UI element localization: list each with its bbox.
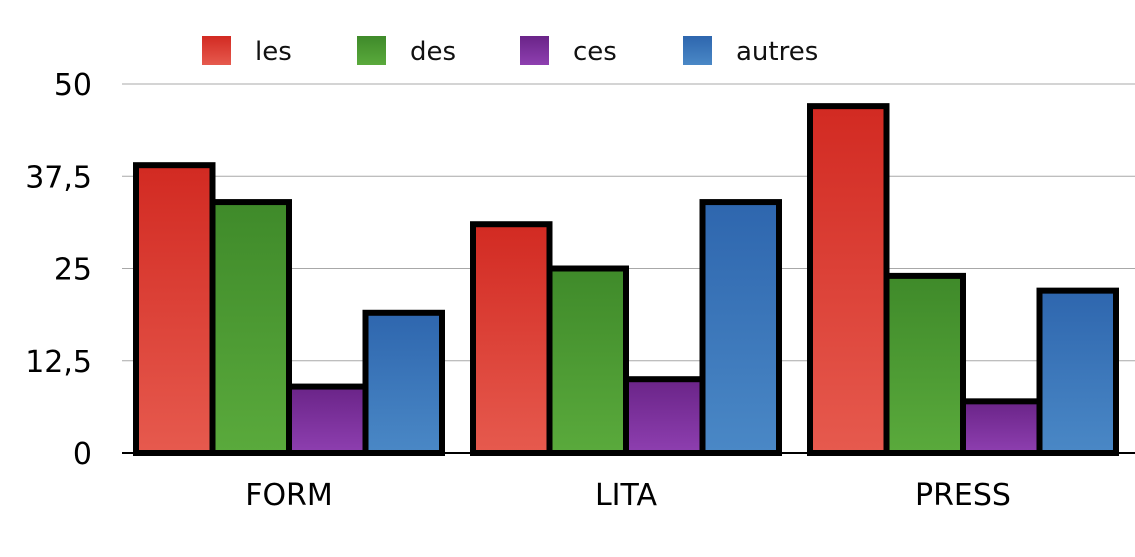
y-tick-label: 12,5 [25, 345, 92, 380]
bar-ces-lita [623, 376, 706, 457]
bar-des-press [883, 272, 966, 456]
legend-label-autres: autres [736, 37, 818, 67]
bar-les-lita [470, 221, 553, 456]
y-tick-label: 50 [54, 68, 92, 103]
bar-autres-press [1036, 287, 1119, 457]
bar-les-press [807, 103, 890, 456]
legend-swatch-les [202, 36, 231, 65]
x-category-label: FORM [245, 478, 333, 513]
legend: les des ces autres [202, 36, 818, 67]
bar-ces-form [286, 383, 369, 456]
y-tick-label: 25 [54, 253, 92, 288]
legend-label-des: des [410, 37, 456, 67]
bars [133, 103, 1119, 457]
bar-des-lita [546, 265, 629, 456]
bar-des-form [209, 199, 292, 456]
legend-swatch-des [357, 36, 386, 65]
y-axis: 0 12,5 25 37,5 50 [25, 68, 92, 472]
x-axis: FORM LITA PRESS [245, 478, 1011, 513]
y-tick-label: 37,5 [25, 160, 92, 195]
bar-autres-form [362, 309, 445, 456]
bar-les-form [133, 162, 216, 456]
y-tick-label: 0 [73, 437, 92, 472]
bar-ces-press [960, 398, 1043, 456]
legend-swatch-ces [520, 36, 549, 65]
bar-autres-lita [699, 199, 782, 456]
legend-label-les: les [255, 37, 292, 67]
legend-label-ces: ces [573, 37, 617, 67]
x-category-label: PRESS [915, 478, 1011, 513]
x-category-label: LITA [595, 478, 658, 513]
legend-swatch-autres [683, 36, 712, 65]
